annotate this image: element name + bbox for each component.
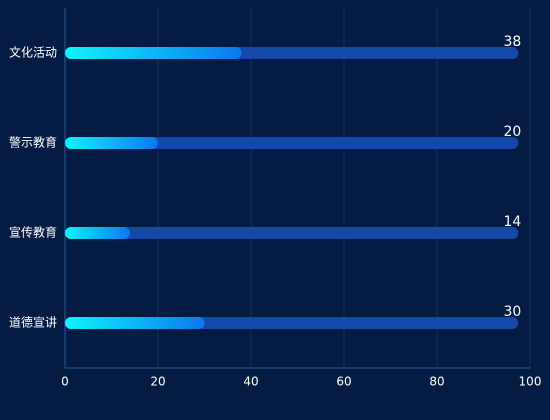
y-tick-label: 警示教育: [9, 135, 57, 150]
y-tick-label: 宣传教育: [9, 225, 57, 240]
value-label: 38: [503, 34, 521, 50]
bar: [65, 227, 131, 239]
bar-track: [65, 227, 519, 239]
x-tick-label: 0: [61, 375, 69, 389]
bar: [65, 47, 242, 59]
x-tick-label: 40: [243, 375, 258, 389]
bar: [65, 317, 205, 329]
value-label: 14: [503, 214, 521, 230]
x-tick-label: 100: [519, 375, 542, 389]
x-tick-label: 80: [429, 375, 444, 389]
value-label: 30: [503, 304, 521, 320]
x-tick-label: 60: [336, 375, 351, 389]
x-tick-label: 20: [150, 375, 165, 389]
bar-track: [65, 137, 519, 149]
bar: [65, 137, 158, 149]
value-label: 20: [503, 124, 521, 140]
y-tick-label: 文化活动: [9, 45, 57, 60]
y-tick-label: 道德宣讲: [9, 315, 57, 330]
